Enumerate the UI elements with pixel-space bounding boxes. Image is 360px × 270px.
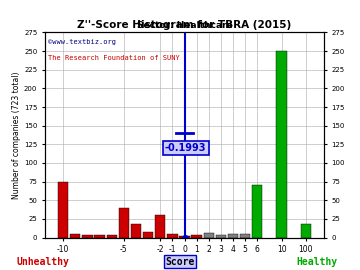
Text: ©www.textbiz.org: ©www.textbiz.org [48, 39, 116, 45]
Y-axis label: Number of companies (723 total): Number of companies (723 total) [12, 71, 21, 199]
Bar [252, 185, 262, 238]
Bar [58, 182, 68, 238]
Text: Score: Score [165, 256, 195, 266]
Bar [70, 234, 81, 238]
Bar [119, 208, 129, 238]
Bar [216, 235, 226, 238]
Text: -0.1993: -0.1993 [165, 143, 207, 153]
Bar [228, 234, 238, 238]
Bar [204, 233, 214, 238]
Bar [276, 51, 287, 238]
Bar [107, 235, 117, 238]
Bar [240, 234, 250, 238]
Text: Unhealthy: Unhealthy [17, 256, 69, 266]
Bar [82, 235, 93, 238]
Bar [143, 232, 153, 238]
Bar [94, 235, 105, 238]
Text: The Research Foundation of SUNY: The Research Foundation of SUNY [48, 55, 180, 61]
Text: Sector: Healthcare: Sector: Healthcare [137, 21, 232, 30]
Bar [301, 224, 311, 238]
Text: Healthy: Healthy [296, 256, 337, 266]
Bar [167, 234, 177, 238]
Bar [155, 215, 165, 238]
Bar [131, 224, 141, 238]
Bar [179, 236, 190, 238]
Bar [192, 235, 202, 238]
Title: Z''-Score Histogram for TBRA (2015): Z''-Score Histogram for TBRA (2015) [77, 20, 292, 30]
